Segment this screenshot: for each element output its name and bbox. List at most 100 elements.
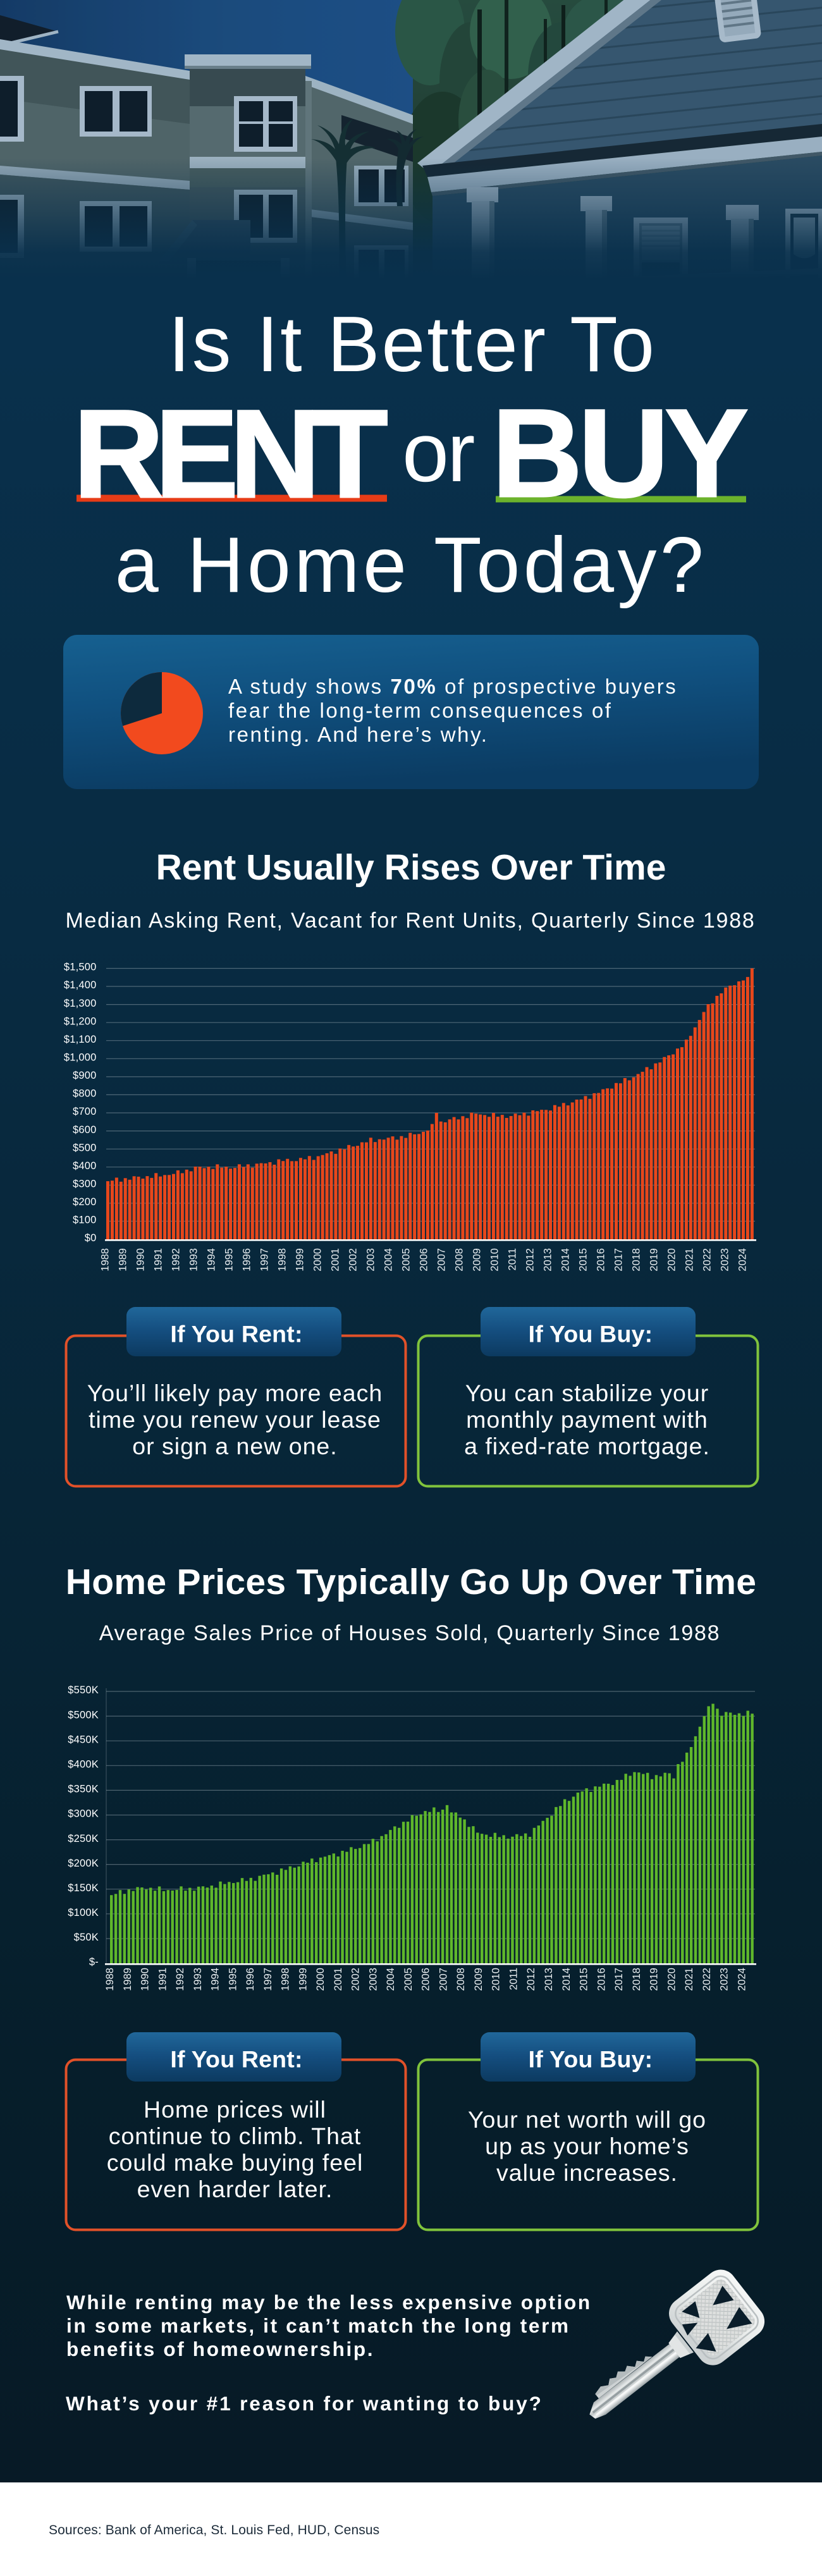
svg-text:2022: 2022 bbox=[701, 1968, 713, 1991]
svg-text:continue to climb. That: continue to climb. That bbox=[109, 2123, 362, 2149]
svg-text:2014: 2014 bbox=[560, 1248, 572, 1272]
svg-text:$200: $200 bbox=[73, 1196, 97, 1208]
svg-text:2018: 2018 bbox=[631, 1248, 642, 1272]
svg-text:monthly payment with: monthly payment with bbox=[466, 1406, 708, 1433]
svg-text:1997: 1997 bbox=[259, 1248, 271, 1272]
svg-text:$350K: $350K bbox=[68, 1784, 99, 1795]
svg-text:You can stabilize your: You can stabilize your bbox=[465, 1380, 709, 1406]
svg-text:2020: 2020 bbox=[666, 1968, 677, 1991]
svg-text:$300: $300 bbox=[73, 1178, 97, 1189]
svg-text:2015: 2015 bbox=[578, 1248, 589, 1272]
svg-text:2013: 2013 bbox=[543, 1248, 554, 1272]
svg-text:time you renew your lease: time you renew your lease bbox=[89, 1406, 381, 1433]
svg-text:Your net worth will go: Your net worth will go bbox=[468, 2106, 706, 2133]
svg-text:2016: 2016 bbox=[596, 1968, 607, 1991]
svg-text:1989: 1989 bbox=[118, 1248, 129, 1272]
svg-text:1997: 1997 bbox=[262, 1968, 274, 1991]
svg-text:2011: 2011 bbox=[508, 1968, 520, 1990]
svg-text:2017: 2017 bbox=[613, 1248, 625, 1272]
svg-text:2010: 2010 bbox=[491, 1968, 502, 1991]
svg-text:2006: 2006 bbox=[419, 1248, 430, 1272]
svg-text:$200K: $200K bbox=[68, 1858, 99, 1869]
svg-text:$500K: $500K bbox=[68, 1709, 99, 1720]
svg-text:$550K: $550K bbox=[68, 1684, 99, 1696]
svg-text:2017: 2017 bbox=[613, 1968, 625, 1991]
svg-text:2024: 2024 bbox=[737, 1248, 749, 1272]
svg-text:2010: 2010 bbox=[489, 1248, 501, 1272]
svg-text:2004: 2004 bbox=[383, 1248, 395, 1272]
svg-text:1991: 1991 bbox=[153, 1248, 164, 1272]
svg-text:2003: 2003 bbox=[367, 1968, 379, 1991]
svg-text:2004: 2004 bbox=[385, 1968, 396, 1991]
svg-text:2012: 2012 bbox=[525, 1968, 537, 1991]
svg-text:$50K: $50K bbox=[74, 1932, 99, 1943]
svg-text:2019: 2019 bbox=[649, 1248, 660, 1272]
svg-text:2022: 2022 bbox=[702, 1248, 713, 1272]
svg-text:2014: 2014 bbox=[561, 1968, 572, 1991]
svg-text:2005: 2005 bbox=[403, 1968, 414, 1991]
svg-text:even harder later.: even harder later. bbox=[137, 2176, 333, 2202]
svg-text:2018: 2018 bbox=[631, 1968, 642, 1991]
svg-text:Median Asking Rent, Vacant for: Median Asking Rent, Vacant for Rent Unit… bbox=[65, 909, 755, 933]
svg-text:1988: 1988 bbox=[100, 1248, 111, 1272]
svg-text:Average Sales Price of Houses: Average Sales Price of Houses Sold, Quar… bbox=[99, 1621, 721, 1645]
svg-text:benefits of homeownership.: benefits of homeownership. bbox=[66, 2338, 374, 2360]
svg-text:$1,300: $1,300 bbox=[64, 998, 97, 1009]
svg-text:$250K: $250K bbox=[68, 1833, 99, 1844]
svg-text:2008: 2008 bbox=[454, 1248, 465, 1272]
svg-text:Is It Better To: Is It Better To bbox=[168, 301, 656, 388]
svg-text:$1,000: $1,000 bbox=[64, 1052, 97, 1064]
svg-text:$800: $800 bbox=[73, 1088, 97, 1100]
svg-text:1991: 1991 bbox=[157, 1968, 168, 1991]
svg-text:$-: $- bbox=[89, 1956, 99, 1968]
svg-text:1990: 1990 bbox=[140, 1968, 151, 1991]
svg-text:2013: 2013 bbox=[543, 1968, 555, 1991]
svg-text:1993: 1993 bbox=[188, 1248, 200, 1272]
svg-text:$600: $600 bbox=[73, 1124, 97, 1136]
svg-text:Home Prices Typically Go Up Ov: Home Prices Typically Go Up Over Time bbox=[66, 1562, 756, 1602]
svg-text:1998: 1998 bbox=[277, 1248, 288, 1272]
svg-text:2001: 2001 bbox=[333, 1968, 344, 1991]
svg-text:1996: 1996 bbox=[242, 1248, 253, 1272]
svg-text:2003: 2003 bbox=[365, 1248, 377, 1272]
svg-text:$450K: $450K bbox=[68, 1734, 99, 1745]
svg-text:1999: 1999 bbox=[295, 1248, 306, 1272]
svg-text:2021: 2021 bbox=[684, 1248, 696, 1272]
svg-text:1992: 1992 bbox=[171, 1248, 182, 1272]
svg-text:2002: 2002 bbox=[348, 1248, 359, 1272]
svg-text:$100: $100 bbox=[73, 1215, 97, 1226]
svg-text:2023: 2023 bbox=[719, 1968, 730, 1991]
svg-text:2023: 2023 bbox=[720, 1248, 731, 1272]
svg-text:could make buying feel: could make buying feel bbox=[107, 2149, 364, 2176]
svg-text:2000: 2000 bbox=[312, 1248, 324, 1272]
svg-text:value increases.: value increases. bbox=[496, 2159, 678, 2186]
svg-text:BUY: BUY bbox=[492, 383, 747, 523]
svg-text:$100K: $100K bbox=[68, 1907, 99, 1918]
svg-text:You’ll likely pay more each: You’ll likely pay more each bbox=[87, 1380, 383, 1406]
svg-text:2024: 2024 bbox=[736, 1968, 747, 1991]
svg-text:What’s your #1 reason for want: What’s your #1 reason for wanting to buy… bbox=[66, 2392, 543, 2415]
svg-text:2019: 2019 bbox=[649, 1968, 660, 1991]
svg-text:If You Buy:: If You Buy: bbox=[529, 1321, 653, 1347]
svg-text:2021: 2021 bbox=[684, 1968, 695, 1991]
svg-text:2006: 2006 bbox=[420, 1968, 432, 1991]
svg-text:1998: 1998 bbox=[280, 1968, 291, 1991]
svg-text:1995: 1995 bbox=[227, 1968, 238, 1991]
svg-text:Home prices will: Home prices will bbox=[144, 2096, 326, 2123]
svg-text:If You Rent:: If You Rent: bbox=[170, 2046, 302, 2073]
svg-text:or: or bbox=[402, 406, 474, 500]
svg-text:If You Rent:: If You Rent: bbox=[170, 1321, 302, 1347]
svg-text:Rent Usually Rises Over Time: Rent Usually Rises Over Time bbox=[156, 847, 666, 888]
svg-text:2015: 2015 bbox=[579, 1968, 590, 1991]
svg-text:If You Buy:: If You Buy: bbox=[529, 2046, 653, 2073]
svg-text:1999: 1999 bbox=[297, 1968, 309, 1991]
svg-text:$300K: $300K bbox=[68, 1808, 99, 1820]
svg-text:1994: 1994 bbox=[210, 1968, 221, 1991]
svg-text:2011: 2011 bbox=[507, 1248, 518, 1270]
svg-text:$1,500: $1,500 bbox=[64, 962, 97, 973]
svg-text:2009: 2009 bbox=[472, 1248, 483, 1272]
svg-text:RENT: RENT bbox=[73, 384, 387, 524]
svg-text:2002: 2002 bbox=[350, 1968, 362, 1991]
svg-text:a fixed-rate mortgage.: a fixed-rate mortgage. bbox=[464, 1433, 710, 1459]
svg-text:fear the long-term consequence: fear the long-term consequences of bbox=[228, 699, 613, 722]
